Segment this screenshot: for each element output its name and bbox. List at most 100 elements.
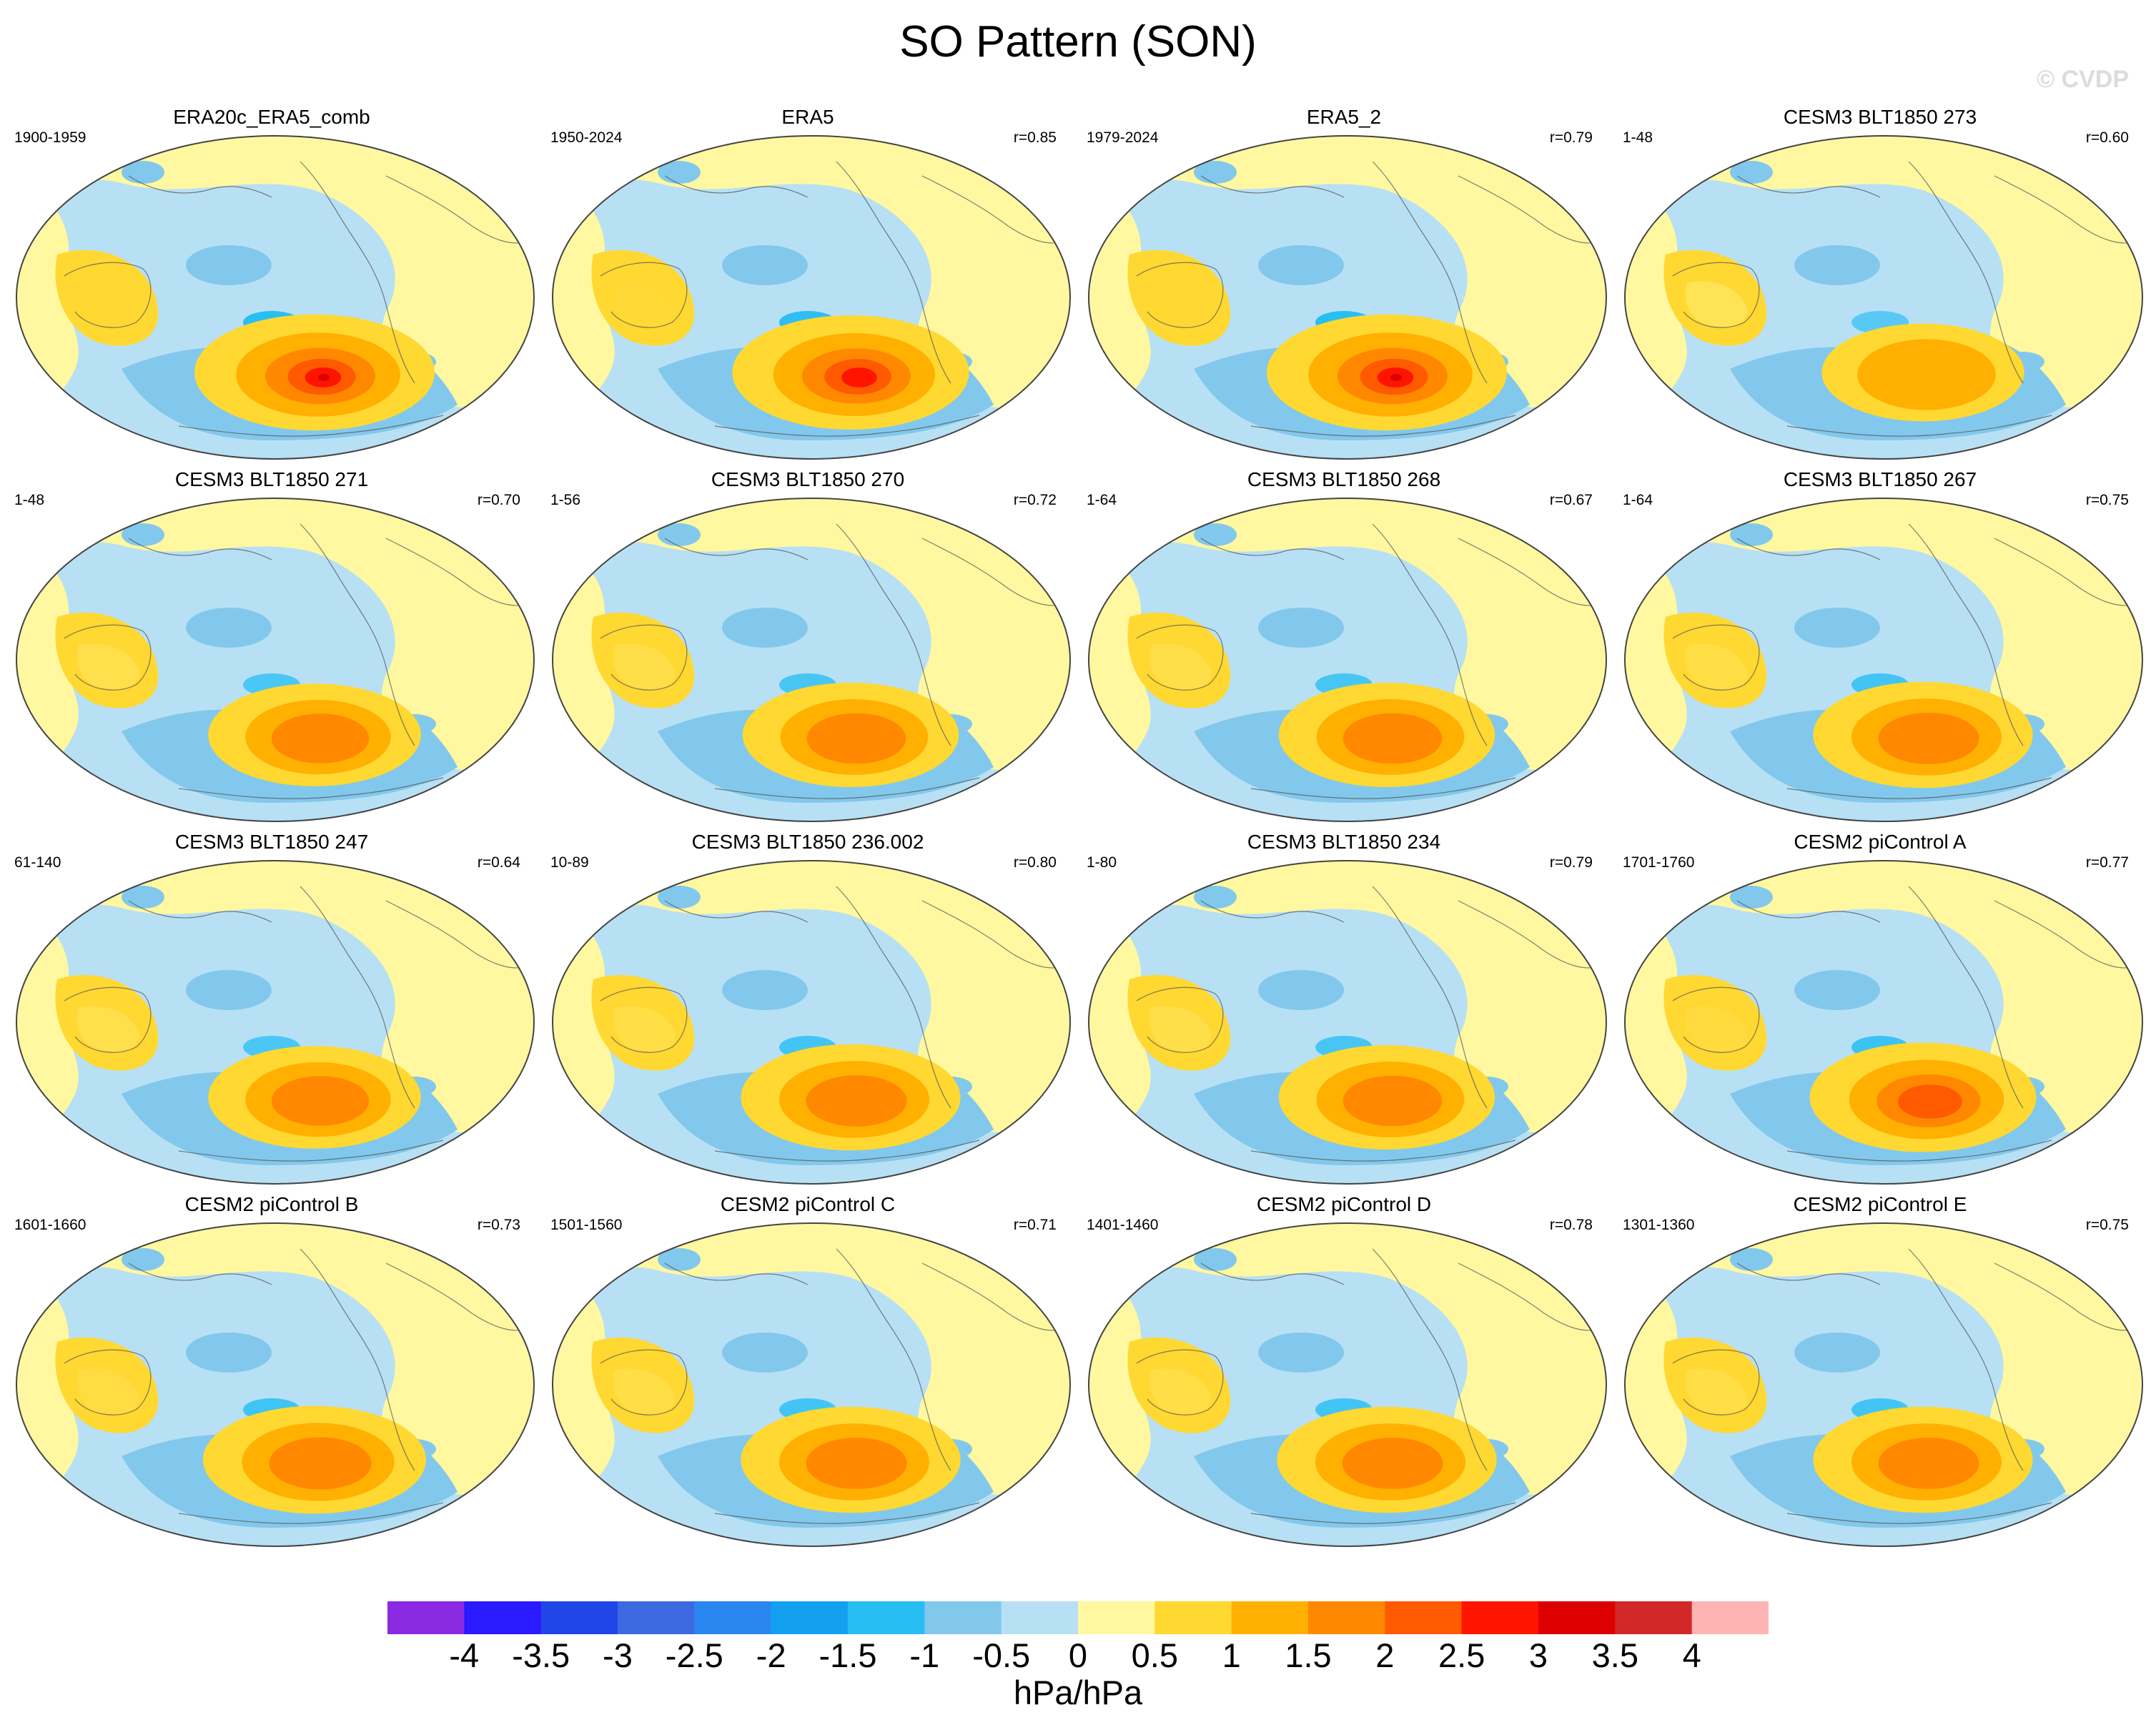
colorbar-swatch — [1385, 1601, 1463, 1634]
colorbar-tick-label: 1 — [1222, 1636, 1241, 1674]
panel-title: CESM2 piControl C — [720, 1193, 896, 1215]
panel-years: 1401-1460 — [1087, 1217, 1159, 1233]
map-projection — [1088, 860, 1607, 1185]
panel-correlation: r=0.71 — [1013, 1217, 1057, 1233]
colorbar-swatch — [1461, 1601, 1539, 1634]
colorbar-tick-label: 3.5 — [1591, 1636, 1638, 1674]
colorbar — [387, 1601, 1769, 1634]
colorbar-swatch — [464, 1601, 542, 1634]
colorbar-tick-label: 0 — [1068, 1636, 1088, 1674]
map-panel: CESM2 piControl E 1301-1360 r=0.75 — [1616, 1192, 2145, 1553]
colorbar-swatch — [1615, 1601, 1693, 1634]
panel-correlation: r=0.73 — [477, 1217, 520, 1233]
panel-years: 1301-1360 — [1623, 1217, 1695, 1233]
panel-years: 1950-2024 — [550, 129, 623, 146]
map-panel: CESM2 piControl A 1701-1760 r=0.77 — [1616, 829, 2145, 1190]
colorbar-swatch — [1154, 1601, 1232, 1634]
panel-years: 1-80 — [1087, 854, 1117, 871]
colorbar-swatch — [694, 1601, 772, 1634]
colorbar-tick-label: -4 — [449, 1636, 480, 1674]
panel-correlation: r=0.78 — [1549, 1217, 1593, 1233]
panel-correlation: r=0.75 — [2085, 1217, 2129, 1233]
panel-years: 1501-1560 — [550, 1217, 623, 1233]
map-projection — [1088, 1222, 1607, 1547]
panel-years: 1-64 — [1087, 492, 1117, 508]
map-projection — [552, 135, 1071, 460]
colorbar-tick-label: -1.5 — [819, 1636, 877, 1674]
colorbar-swatch — [1538, 1601, 1616, 1634]
panel-title: CESM2 piControl D — [1256, 1193, 1432, 1215]
map-projection — [1088, 135, 1607, 460]
panel-title: CESM3 BLT1850 236.002 — [691, 831, 924, 853]
colorbar-tick-label: -1 — [909, 1636, 940, 1674]
map-panel: CESM3 BLT1850 273 1-48 r=0.60 — [1616, 104, 2145, 465]
watermark: © CVDP — [2037, 66, 2129, 93]
map-panel: ERA20c_ERA5_comb 1900-1959 — [7, 104, 536, 465]
panel-correlation: r=0.85 — [1013, 129, 1057, 146]
colorbar-swatch — [771, 1601, 849, 1634]
colorbar-tick-labels: -4 -3.5 -3 -2.5 -2 -1.5 -1 -0.5 0 0.5 1 1.5 2 2.5 3 3.5… — [387, 1634, 1769, 1677]
map-projection — [552, 1222, 1071, 1547]
map-panel: CESM2 piControl B 1601-1660 r=0.73 — [7, 1192, 536, 1553]
colorbar-tick-label: -2.5 — [665, 1636, 723, 1674]
colorbar-swatch — [1691, 1601, 1769, 1634]
colorbar-swatch — [618, 1601, 695, 1634]
panel-title: CESM3 BLT1850 273 — [1783, 106, 1977, 128]
colorbar-tick-label: 4 — [1682, 1636, 1701, 1674]
panel-title: ERA5 — [781, 106, 834, 128]
map-projection — [1624, 498, 2143, 822]
panel-years: 1-64 — [1623, 492, 1653, 508]
map-projection — [552, 860, 1071, 1185]
colorbar-swatch — [1308, 1601, 1385, 1634]
panel-years: 1601-1660 — [14, 1217, 86, 1233]
map-panel: CESM2 piControl D 1401-1460 r=0.78 — [1079, 1192, 1608, 1553]
map-panel: CESM3 BLT1850 271 1-48 r=0.70 — [7, 467, 536, 828]
map-panel: CESM3 BLT1850 236.002 10-89 r=0.80 — [543, 829, 1072, 1190]
panel-title: CESM3 BLT1850 247 — [174, 831, 369, 853]
panel-correlation: r=0.79 — [1549, 854, 1593, 871]
map-projection — [1624, 1222, 2143, 1547]
map-panel: ERA5_2 1979-2024 r=0.79 — [1079, 104, 1608, 465]
colorbar-tick-label: -3 — [603, 1636, 633, 1674]
panel-correlation: r=0.67 — [1549, 492, 1593, 508]
colorbar-tick-label: -3.5 — [512, 1636, 570, 1674]
colorbar-swatch — [848, 1601, 925, 1634]
panel-title: CESM2 piControl A — [1794, 831, 1967, 853]
map-projection — [16, 1222, 535, 1547]
colorbar-tick-label: 2.5 — [1438, 1636, 1485, 1674]
panel-years: 61-140 — [14, 854, 61, 871]
colorbar-tick-label: 0.5 — [1131, 1636, 1178, 1674]
map-projection — [16, 860, 535, 1185]
panel-correlation: r=0.79 — [1549, 129, 1593, 146]
colorbar-tick-label: 3 — [1528, 1636, 1548, 1674]
panel-correlation: r=0.64 — [477, 854, 520, 871]
panel-title: ERA5_2 — [1306, 106, 1382, 128]
colorbar-swatch — [1231, 1601, 1309, 1634]
map-panel: ERA5 1950-2024 r=0.85 — [543, 104, 1072, 465]
colorbar-swatch — [387, 1601, 465, 1634]
panel-years: 1900-1959 — [14, 129, 86, 146]
panel-title: CESM2 piControl E — [1793, 1193, 1967, 1215]
colorbar-units: hPa/hPa — [1013, 1674, 1143, 1711]
map-panel: CESM2 piControl C 1501-1560 r=0.71 — [543, 1192, 1072, 1553]
map-panel: CESM3 BLT1850 247 61-140 r=0.64 — [7, 829, 536, 1190]
map-projection — [16, 135, 535, 460]
map-projection — [16, 498, 535, 822]
panel-title: CESM3 BLT1850 270 — [711, 468, 905, 490]
map-projection — [1088, 498, 1607, 822]
colorbar-swatch — [1078, 1601, 1155, 1634]
map-projection — [1624, 135, 2143, 460]
map-projection — [552, 498, 1071, 822]
panel-correlation: r=0.77 — [2085, 854, 2129, 871]
map-panel: CESM3 BLT1850 268 1-64 r=0.67 — [1079, 467, 1608, 828]
panel-title: CESM3 BLT1850 234 — [1247, 831, 1441, 853]
panel-correlation: r=0.75 — [2085, 492, 2129, 508]
panel-years: 1-48 — [14, 492, 45, 508]
panel-title: ERA20c_ERA5_comb — [173, 106, 370, 128]
map-panel: CESM3 BLT1850 267 1-64 r=0.75 — [1616, 467, 2145, 828]
panel-correlation: r=0.72 — [1013, 492, 1057, 508]
panel-years: 1701-1760 — [1623, 854, 1695, 871]
panel-correlation: r=0.60 — [2085, 129, 2129, 146]
colorbar-swatch — [1001, 1601, 1079, 1634]
panel-correlation: r=0.70 — [477, 492, 520, 508]
